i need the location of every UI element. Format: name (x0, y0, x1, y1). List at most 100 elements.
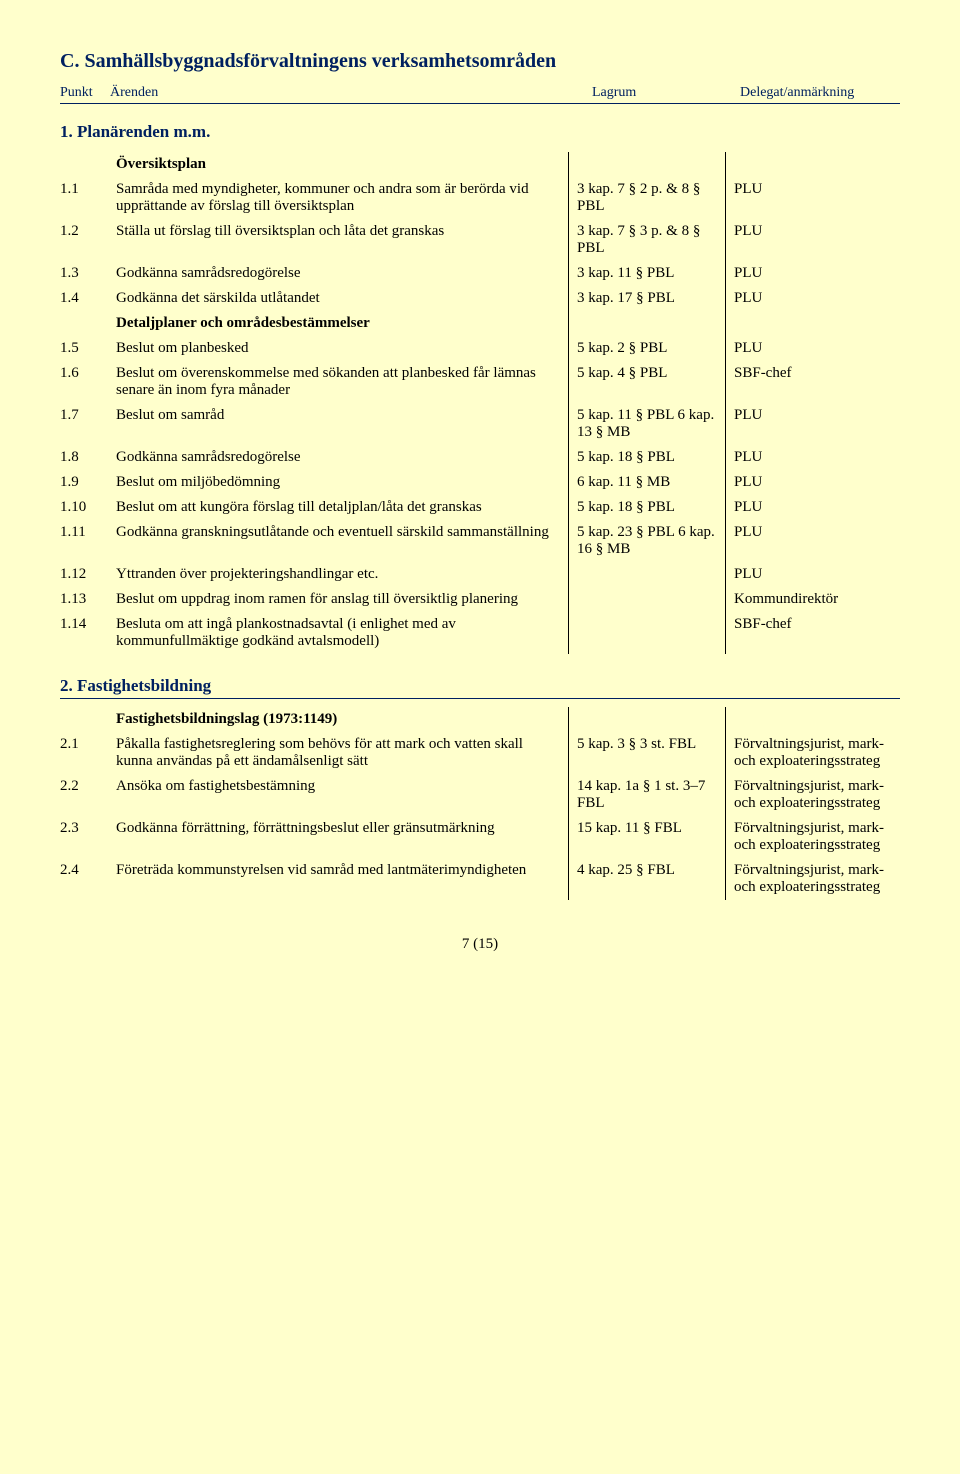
cell-punkt: 1.3 (60, 261, 116, 286)
cell-lagrum: 5 kap. 18 § PBL (569, 445, 726, 470)
cell-arenden: Godkänna förrättning, förrättningsbeslut… (116, 816, 569, 858)
table-row: 2.2Ansöka om fastighetsbestämning14 kap.… (60, 774, 900, 816)
cell-arenden: Beslut om att kungöra förslag till detal… (116, 495, 569, 520)
table-row: 1.5Beslut om planbesked5 kap. 2 § PBLPLU (60, 336, 900, 361)
table-row: 1.1Samråda med myndigheter, kommuner och… (60, 177, 900, 219)
cell-delegat: PLU (726, 445, 901, 470)
group-heading-row: Fastighetsbildningslag (1973:1149) (60, 707, 900, 732)
table-row: 1.7Beslut om samråd5 kap. 11 § PBL 6 kap… (60, 403, 900, 445)
group-heading-row: Översiktsplan (60, 152, 900, 177)
cell-lagrum: 5 kap. 2 § PBL (569, 336, 726, 361)
cell-lagrum (569, 587, 726, 612)
cell-punkt: 2.3 (60, 816, 116, 858)
cell-lagrum: 3 kap. 7 § 3 p. & 8 § PBL (569, 219, 726, 261)
cell-lagrum: 3 kap. 7 § 2 p. & 8 § PBL (569, 177, 726, 219)
cell-lagrum (569, 562, 726, 587)
cell-punkt: 1.6 (60, 361, 116, 403)
cell-arenden: Ansöka om fastighetsbestämning (116, 774, 569, 816)
table-row: 1.13Beslut om uppdrag inom ramen för ans… (60, 587, 900, 612)
cell-delegat: PLU (726, 495, 901, 520)
table-section-2: Fastighetsbildningslag (1973:1149)2.1Påk… (60, 707, 900, 900)
cell-delegat: PLU (726, 470, 901, 495)
cell-punkt: 1.1 (60, 177, 116, 219)
table-row: 1.4Godkänna det särskilda utlåtandet3 ka… (60, 286, 900, 311)
cell-punkt: 1.14 (60, 612, 116, 654)
cell-punkt: 1.12 (60, 562, 116, 587)
cell-arenden: Godkänna det särskilda utlåtandet (116, 286, 569, 311)
cell-delegat: PLU (726, 177, 901, 219)
cell-lagrum: 3 kap. 17 § PBL (569, 286, 726, 311)
table-row: 1.11Godkänna granskningsutlåtande och ev… (60, 520, 900, 562)
cell-punkt: 2.4 (60, 858, 116, 900)
cell-punkt: 2.1 (60, 732, 116, 774)
table-row: 1.14Besluta om att ingå plankostnadsavta… (60, 612, 900, 654)
cell-lagrum: 3 kap. 11 § PBL (569, 261, 726, 286)
cell-lagrum: 15 kap. 11 § FBL (569, 816, 726, 858)
cell-arenden: Företräda kommunstyrelsen vid samråd med… (116, 858, 569, 900)
cell-delegat: PLU (726, 562, 901, 587)
cell-arenden: Ställa ut förslag till översiktsplan och… (116, 219, 569, 261)
cell-lagrum: 4 kap. 25 § FBL (569, 858, 726, 900)
cell-lagrum: 14 kap. 1a § 1 st. 3–7 FBL (569, 774, 726, 816)
group-heading: Detaljplaner och områdesbestämmelser (116, 311, 569, 336)
table-row: 2.4Företräda kommunstyrelsen vid samråd … (60, 858, 900, 900)
cell-lagrum: 5 kap. 23 § PBL 6 kap. 16 § MB (569, 520, 726, 562)
cell-delegat: PLU (726, 520, 901, 562)
group-heading: Översiktsplan (116, 152, 569, 177)
header-arenden: Ärenden (110, 85, 592, 101)
table-row: 1.8Godkänna samrådsredogörelse5 kap. 18 … (60, 445, 900, 470)
cell-lagrum: 5 kap. 11 § PBL 6 kap. 13 § MB (569, 403, 726, 445)
cell-arenden: Beslut om planbesked (116, 336, 569, 361)
cell-lagrum: 6 kap. 11 § MB (569, 470, 726, 495)
table-header: Punkt Ärenden Lagrum Delegat/anmärkning (60, 85, 900, 104)
header-delegat: Delegat/anmärkning (740, 85, 900, 101)
cell-arenden: Påkalla fastighetsreglering som behövs f… (116, 732, 569, 774)
cell-delegat: PLU (726, 336, 901, 361)
header-punkt: Punkt (60, 85, 110, 101)
cell-delegat: SBF-chef (726, 612, 901, 654)
table-row: 1.10Beslut om att kungöra förslag till d… (60, 495, 900, 520)
cell-lagrum (569, 612, 726, 654)
cell-delegat: Kommundirektör (726, 587, 901, 612)
cell-lagrum: 5 kap. 18 § PBL (569, 495, 726, 520)
table-section-1: Översiktsplan1.1Samråda med myndigheter,… (60, 152, 900, 654)
cell-lagrum: 5 kap. 4 § PBL (569, 361, 726, 403)
cell-delegat: PLU (726, 261, 901, 286)
cell-punkt: 1.2 (60, 219, 116, 261)
group-heading: Fastighetsbildningslag (1973:1149) (116, 707, 569, 732)
table-row: 1.3Godkänna samrådsredogörelse3 kap. 11 … (60, 261, 900, 286)
table-row: 2.1Påkalla fastighetsreglering som behöv… (60, 732, 900, 774)
group-heading-row: Detaljplaner och områdesbestämmelser (60, 311, 900, 336)
cell-punkt: 1.9 (60, 470, 116, 495)
cell-arenden: Godkänna samrådsredogörelse (116, 261, 569, 286)
cell-delegat: PLU (726, 403, 901, 445)
subsection-1-title: 1. Planärenden m.m. (60, 122, 900, 142)
cell-arenden: Godkänna granskningsutlåtande och eventu… (116, 520, 569, 562)
page-footer: 7 (15) (60, 936, 900, 953)
cell-punkt: 1.13 (60, 587, 116, 612)
cell-punkt: 2.2 (60, 774, 116, 816)
cell-punkt: 1.5 (60, 336, 116, 361)
cell-delegat: PLU (726, 219, 901, 261)
table-row: 2.3Godkänna förrättning, förrättningsbes… (60, 816, 900, 858)
subsection-2-title: 2. Fastighetsbildning (60, 676, 900, 699)
cell-arenden: Samråda med myndigheter, kommuner och an… (116, 177, 569, 219)
cell-arenden: Beslut om uppdrag inom ramen för anslag … (116, 587, 569, 612)
cell-arenden: Beslut om överenskommelse med sökanden a… (116, 361, 569, 403)
cell-delegat: Förvaltningsjurist, mark- och exploateri… (726, 732, 901, 774)
cell-arenden: Besluta om att ingå plankostnadsavtal (i… (116, 612, 569, 654)
cell-arenden: Yttranden över projekteringshandlingar e… (116, 562, 569, 587)
header-lagrum: Lagrum (592, 85, 740, 101)
cell-arenden: Godkänna samrådsredogörelse (116, 445, 569, 470)
cell-delegat: PLU (726, 286, 901, 311)
table-row: 1.6Beslut om överenskommelse med sökande… (60, 361, 900, 403)
cell-delegat: SBF-chef (726, 361, 901, 403)
cell-punkt: 1.7 (60, 403, 116, 445)
section-title: C. Samhällsbyggnadsförvaltningens verksa… (60, 50, 900, 73)
table-row: 1.9Beslut om miljöbedömning6 kap. 11 § M… (60, 470, 900, 495)
table-row: 1.2Ställa ut förslag till översiktsplan … (60, 219, 900, 261)
cell-delegat: Förvaltningsjurist, mark- och exploateri… (726, 816, 901, 858)
cell-punkt: 1.8 (60, 445, 116, 470)
cell-punkt: 1.4 (60, 286, 116, 311)
cell-delegat: Förvaltningsjurist, mark- och exploateri… (726, 858, 901, 900)
